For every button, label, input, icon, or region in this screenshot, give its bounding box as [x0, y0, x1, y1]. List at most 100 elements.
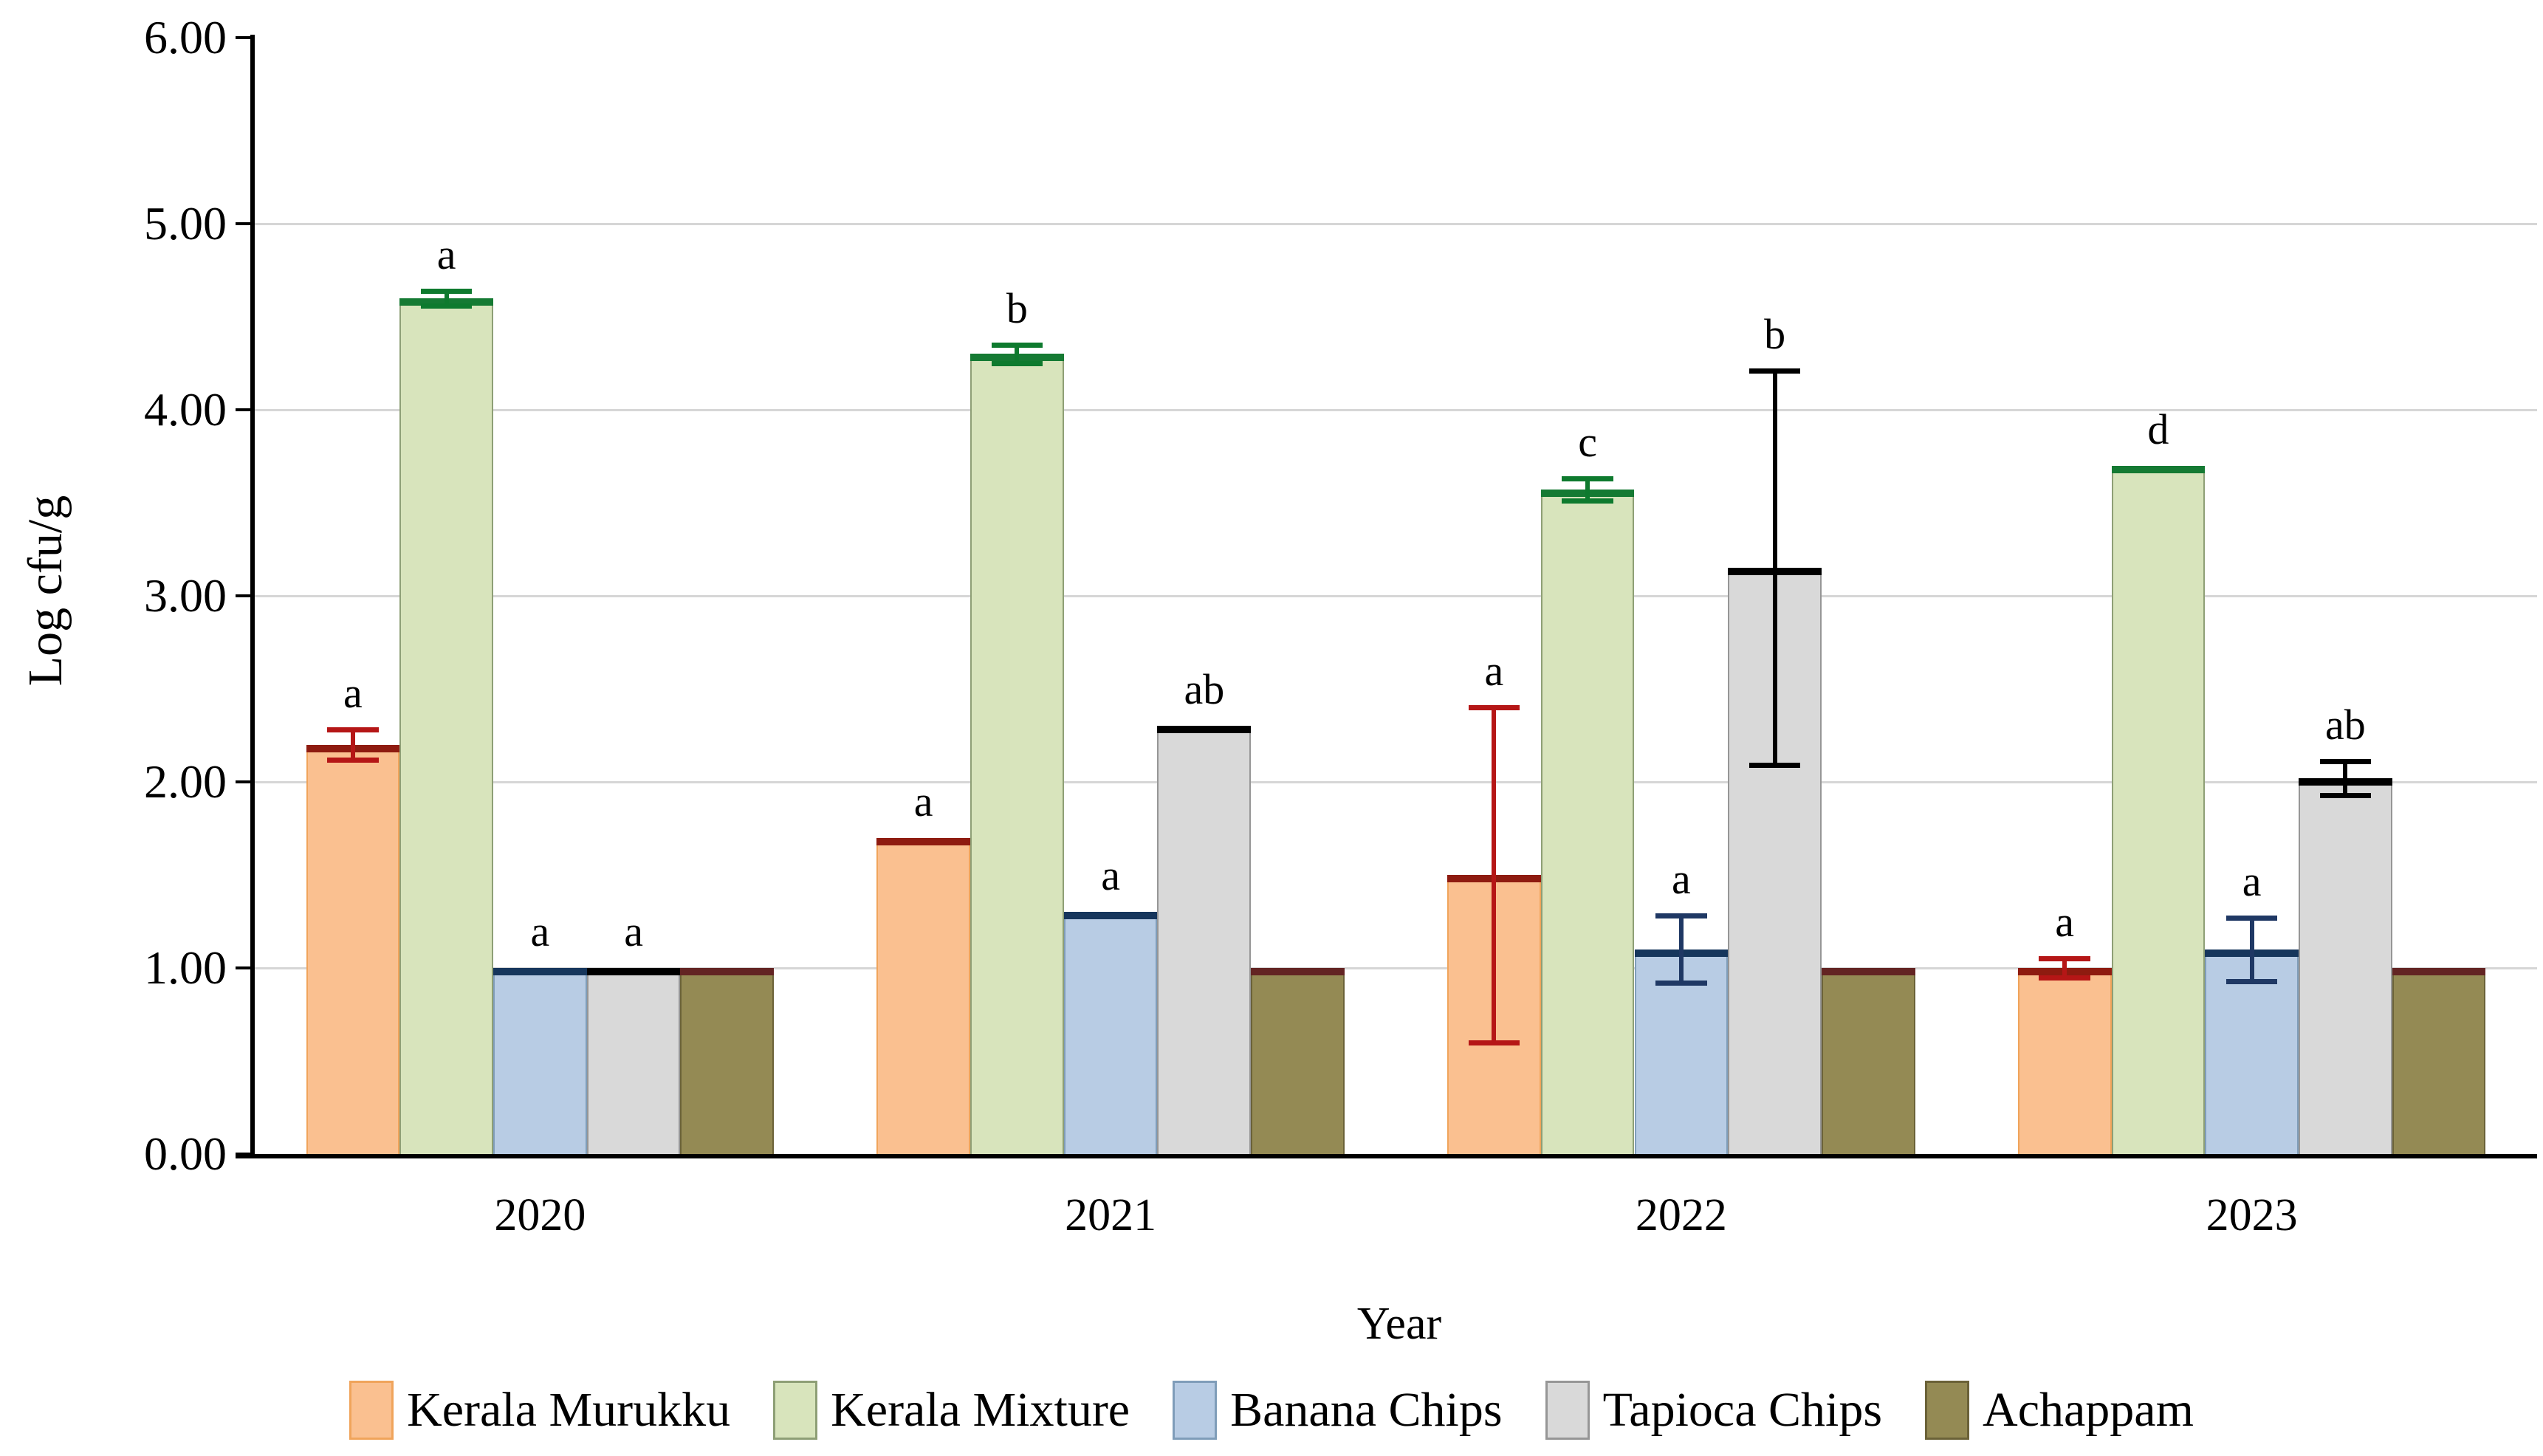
error-bar-cap-bottom — [1655, 981, 1707, 986]
legend-label-tapioca-chips: Tapioca Chips — [1602, 1383, 1883, 1437]
error-bar-cap-top — [327, 727, 379, 733]
x-category-label: 2020 — [494, 1190, 586, 1240]
bar-achappam-2022 — [1821, 968, 1915, 1154]
gridline — [255, 409, 2537, 411]
error-bar-cap-bottom — [1748, 763, 1801, 769]
error-bar-cap-bottom — [327, 757, 379, 763]
bar-cap-tapioca-chips-2021 — [1157, 726, 1252, 734]
legend-swatch-tapioca-chips — [1545, 1381, 1590, 1440]
legend-label-kerala-murukku: Kerala Murukku — [407, 1383, 731, 1437]
significance-letter: c — [1578, 418, 1598, 467]
bar-banana-chips-2020 — [493, 968, 587, 1154]
y-axis-title: Log cfu/g — [18, 495, 72, 687]
significance-letter: b — [1764, 310, 1786, 359]
significance-letter: a — [343, 669, 363, 718]
significance-letter: a — [1101, 851, 1120, 900]
significance-letter: ab — [2324, 701, 2366, 749]
legend-item-banana-chips: Banana Chips — [1173, 1381, 1503, 1440]
x-axis-title: Year — [1356, 1299, 1442, 1349]
x-category-label: 2022 — [1635, 1190, 1727, 1240]
bar-kerala-murukku-2023 — [2017, 968, 2112, 1154]
bar-kerala-mixture-2023 — [2111, 465, 2206, 1154]
y-axis-tick — [236, 780, 255, 783]
significance-letter: a — [624, 907, 643, 955]
legend-item-achappam: Achappam — [1925, 1381, 2194, 1440]
error-bar-cap-bottom — [1468, 1040, 1520, 1045]
gridline — [255, 223, 2537, 225]
significance-letter: a — [530, 907, 550, 955]
bar-tapioca-chips-2023 — [2298, 777, 2392, 1154]
bar-banana-chips-2021 — [1063, 912, 1158, 1154]
significance-letter: a — [1672, 855, 1691, 904]
bar-kerala-murukku-2020 — [306, 744, 400, 1154]
legend-swatch-achappam — [1925, 1381, 1970, 1440]
error-bar-cap-bottom — [2039, 975, 2090, 981]
y-axis-tick — [236, 594, 255, 597]
bar-cap-banana-chips-2021 — [1063, 912, 1158, 920]
y-tick-label: 4.00 — [144, 383, 227, 436]
error-bar-cap-top — [1468, 705, 1520, 711]
x-axis-line — [236, 1154, 2537, 1158]
bar-cap-kerala-mixture-2023 — [2111, 465, 2206, 473]
error-bar-cap-top — [2039, 956, 2090, 962]
error-bar-line — [350, 729, 355, 760]
significance-letter: a — [1484, 647, 1504, 696]
x-category-label: 2021 — [1065, 1190, 1157, 1240]
significance-letter: b — [1006, 284, 1028, 332]
bar-kerala-mixture-2022 — [1540, 490, 1635, 1154]
bar-cap-kerala-murukku-2021 — [876, 837, 971, 845]
bar-cap-achappam-2020 — [680, 968, 775, 975]
bar-achappam-2021 — [1251, 968, 1345, 1154]
y-axis-tick — [236, 222, 255, 225]
legend-swatch-kerala-mixture — [773, 1381, 818, 1440]
significance-letter: d — [2147, 405, 2169, 453]
y-axis-line — [250, 35, 255, 1158]
y-tick-label: 3.00 — [144, 569, 227, 622]
error-bar-line — [1678, 916, 1684, 983]
error-bar-line — [1585, 478, 1590, 501]
legend-item-kerala-mixture: Kerala Mixture — [773, 1381, 1130, 1440]
error-bar-line — [1015, 344, 1020, 363]
bar-kerala-mixture-2021 — [970, 354, 1064, 1154]
y-tick-label: 2.00 — [144, 755, 227, 808]
error-bar-line — [2249, 917, 2254, 981]
bar-cap-achappam-2022 — [1821, 968, 1915, 975]
error-bar-cap-bottom — [2225, 978, 2278, 984]
error-bar-cap-top — [1748, 368, 1801, 374]
legend: Kerala Murukku Kerala Mixture Banana Chips… — [0, 1381, 2543, 1440]
error-bar-cap-top — [420, 288, 473, 294]
y-tick-label: 0.00 — [144, 1127, 227, 1180]
error-bar-cap-top — [2319, 759, 2372, 765]
legend-label-kerala-mixture: Kerala Mixture — [831, 1383, 1130, 1437]
legend-item-tapioca-chips: Tapioca Chips — [1545, 1381, 1882, 1440]
significance-letter: a — [913, 777, 933, 825]
legend-swatch-banana-chips — [1173, 1381, 1218, 1440]
significance-letter: a — [2055, 898, 2075, 947]
gridline — [255, 595, 2537, 597]
significance-letter: ab — [1184, 665, 1225, 714]
gridline — [255, 781, 2537, 783]
bar-tapioca-chips-2021 — [1157, 726, 1252, 1154]
legend-swatch-kerala-murukku — [349, 1381, 394, 1440]
error-bar-line — [1772, 371, 1777, 766]
bar-cap-banana-chips-2020 — [493, 968, 587, 975]
y-axis-tick — [236, 966, 255, 969]
y-axis-tick — [236, 408, 255, 411]
error-bar-line — [444, 290, 449, 306]
error-bar-cap-bottom — [420, 303, 473, 309]
bar-cap-achappam-2021 — [1251, 968, 1345, 975]
error-bar-cap-top — [1562, 476, 1613, 482]
error-bar-cap-bottom — [2319, 792, 2372, 798]
error-bar-cap-top — [1655, 913, 1707, 919]
error-bar-line — [2062, 958, 2067, 978]
gridline — [255, 967, 2537, 969]
error-bar-line — [1492, 707, 1497, 1043]
x-category-label: 2023 — [2206, 1190, 2298, 1240]
bar-cap-achappam-2023 — [2392, 968, 2486, 975]
legend-label-achappam: Achappam — [1983, 1383, 2194, 1437]
significance-letter: a — [2242, 856, 2262, 905]
y-tick-label: 5.00 — [144, 197, 227, 250]
error-bar-cap-bottom — [1562, 498, 1613, 504]
error-bar-cap-bottom — [991, 361, 1043, 366]
